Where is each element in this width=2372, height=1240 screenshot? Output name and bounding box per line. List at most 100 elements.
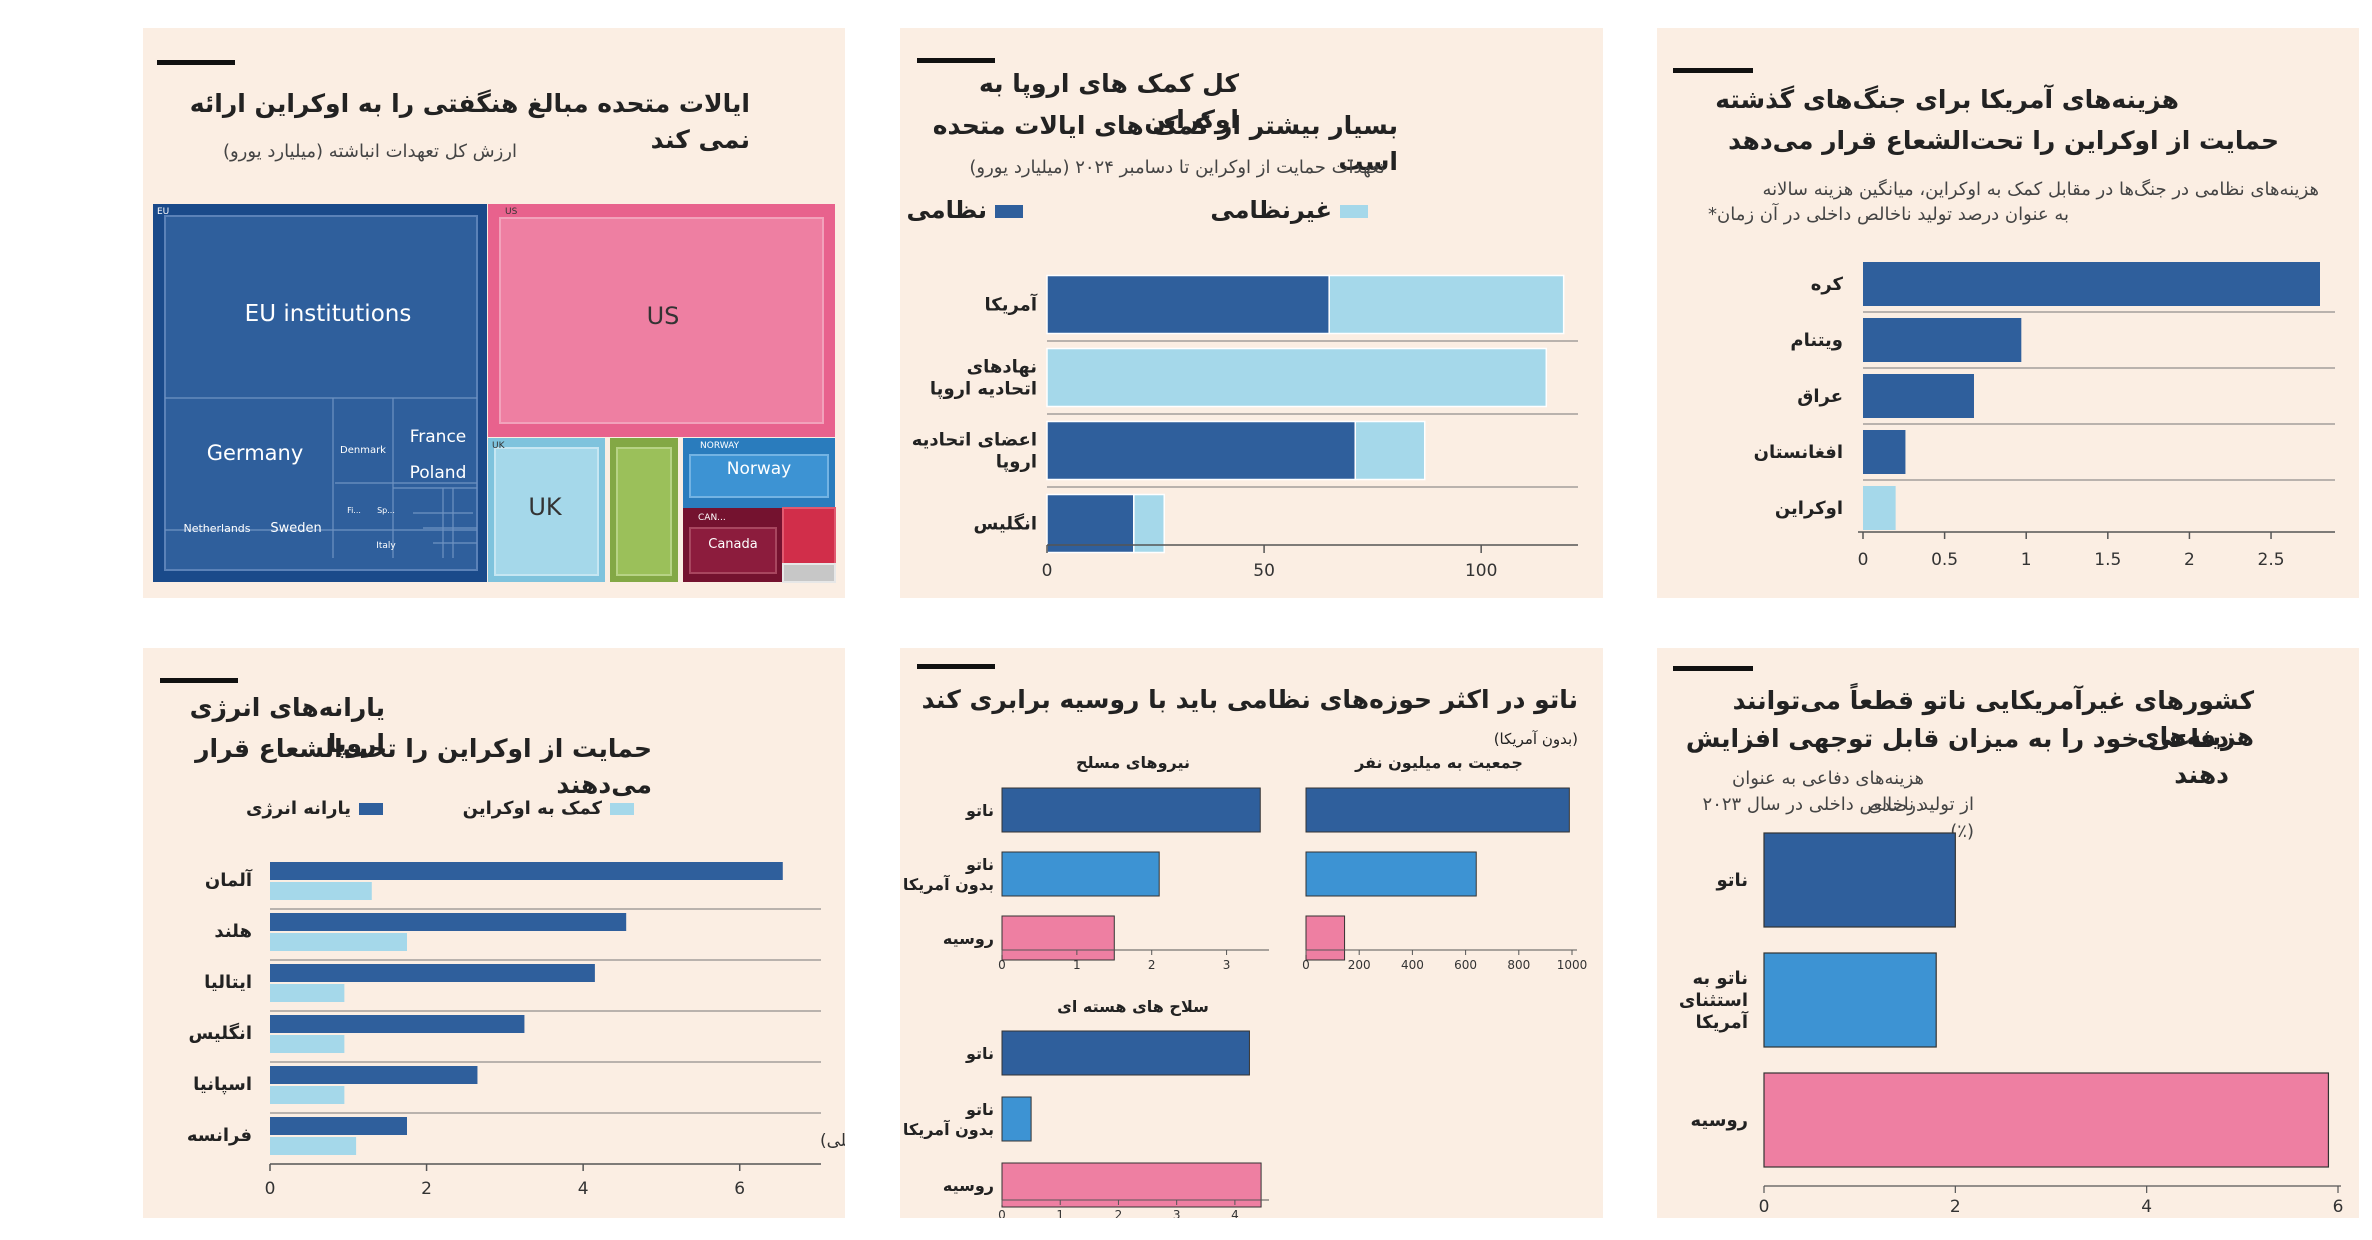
bar — [1001, 851, 1160, 897]
category-label: اسپانیا — [193, 1074, 252, 1095]
x-tick-label: 0 — [998, 1208, 1006, 1218]
bar-aid — [270, 882, 372, 900]
category-label: آلمان — [205, 868, 253, 891]
treemap-label: Sp... — [377, 506, 395, 515]
bar — [1001, 1096, 1032, 1142]
x-tick-label: 2 — [2184, 550, 2195, 570]
subchart-title: جمعیت به میلیون نفر — [1354, 753, 1523, 772]
treemap-label: Italy — [376, 541, 396, 551]
title-rule — [1673, 68, 1753, 73]
x-tick-label: 0 — [1759, 1197, 1770, 1217]
bar-military — [1046, 420, 1357, 481]
x-tick-label: 3 — [1223, 958, 1231, 972]
category-label: آمریکا — [985, 293, 1038, 316]
bar — [1863, 262, 2320, 306]
treemap-label: Norway — [727, 459, 792, 479]
category-label: ناتو به — [1692, 968, 1748, 989]
axis-title: تعهدات مالی (٪ تولید ناخالص داخلی) — [820, 1131, 845, 1151]
category-label: بدون آمریکا — [903, 1119, 994, 1139]
x-tick-label: 2 — [1115, 1208, 1123, 1218]
x-tick-label: 6 — [734, 1179, 745, 1199]
bar — [1863, 318, 2022, 362]
category-label: نهادهای — [967, 357, 1037, 378]
x-tick-label: 1 — [1073, 958, 1081, 972]
x-tick-label: 100 — [1465, 561, 1497, 581]
category-label: روسیه — [943, 929, 994, 948]
bar — [1305, 787, 1570, 833]
treemap-cell-eu-institutions — [164, 215, 478, 571]
chart-title-line-1: کشورهای غیرآمریکایی ناتو قطعاً می‌توانند… — [1732, 686, 2254, 751]
bar-aid — [270, 933, 407, 951]
bar — [1763, 832, 1956, 928]
category-label: عراق — [1797, 386, 1843, 407]
x-tick-label: 2.5 — [2258, 550, 2285, 570]
bar-energy — [270, 1015, 525, 1033]
bar-energy — [270, 913, 627, 931]
bar-military — [1046, 493, 1135, 554]
chart-title-note: (بدون آمریکا) — [1493, 730, 1578, 748]
treemap-label: Canada — [708, 537, 757, 552]
treemap-group-label: NORWAY — [700, 441, 740, 451]
category-label: روسیه — [1690, 1110, 1748, 1131]
x-tick-label: 800 — [1507, 958, 1530, 972]
x-tick-label: 2 — [1950, 1197, 1961, 1217]
x-tick-label: 2 — [421, 1179, 432, 1199]
category-label: ناتو — [965, 1044, 994, 1063]
bar-aid — [270, 1086, 345, 1104]
bar — [1763, 952, 1937, 1048]
treemap-label: Sweden — [270, 521, 321, 536]
treemap-group-label: EU — [157, 207, 169, 217]
x-tick-label: 3 — [1173, 1208, 1181, 1218]
chart-subtitle: ارزش کل تعهدات انباشته (میلیارد یورو) — [222, 141, 517, 162]
legend-label: کمک به اوکراین — [462, 798, 602, 819]
chart-subtitle-line-1: هزینه‌های نظامی در جنگ‌ها در مقابل کمک ب… — [1762, 179, 2319, 200]
bar — [1863, 374, 1974, 418]
x-tick-label: 0 — [265, 1179, 276, 1199]
treemap-cell-us-inner — [499, 217, 824, 424]
x-tick-label: 50 — [1253, 561, 1275, 581]
treemap-group-label: UK — [492, 441, 506, 451]
x-tick-label: 1 — [1056, 1208, 1064, 1218]
bar-energy — [270, 1066, 478, 1084]
treemap-label: France — [410, 427, 467, 447]
category-label: اتحادیه اروپا — [930, 379, 1037, 400]
category-label: انگلیس — [188, 1022, 252, 1044]
bar-chart: آلمان هلند ایتالیا انگلیس اسپانیا فرانسه تعهدا… — [187, 862, 845, 1199]
x-tick-label: 200 — [1348, 958, 1371, 972]
chart-subtitle-line-2: به عنوان درصد تولید ناخالص داخلی در آن ز… — [1708, 204, 2069, 225]
treemap-label: Germany — [207, 441, 304, 465]
bar — [1763, 1072, 2330, 1168]
x-tick-label: 2 — [1148, 958, 1156, 972]
x-tick-label: 4 — [2141, 1197, 2152, 1217]
bar — [1001, 1030, 1250, 1076]
chart-title-line-1: یارانه‌های انرژی اروپا — [189, 693, 385, 758]
bar-aid — [270, 1035, 345, 1053]
treemap-cell-norway-inner — [689, 454, 829, 498]
bar — [1863, 486, 1896, 530]
defence-spending-panel: کشورهای غیرآمریکایی ناتو قطعاً می‌توانند… — [1657, 648, 2359, 1218]
eu-vs-us-panel: کل کمک های اروپا به اوکراین بسیار بیشتر … — [900, 28, 1603, 598]
bar-energy — [270, 964, 595, 982]
chart-subtitle: تعهدات حمایت از اوکراین تا دسامبر ۲۰۲۴ (… — [969, 157, 1385, 178]
title-rule — [917, 58, 995, 63]
treemap-cell-canada-inner — [689, 527, 777, 574]
treemap: EU EU institutions Germany France Poland Denm… — [153, 204, 836, 583]
bar — [1001, 787, 1261, 833]
bar-military — [1046, 274, 1330, 335]
x-tick-label: 1 — [2021, 550, 2032, 570]
category-label: ناتو — [965, 855, 994, 874]
legend-swatch — [610, 803, 634, 815]
legend-swatch — [995, 204, 1023, 218]
category-label: انگلیس — [973, 513, 1037, 535]
x-tick-label: 0 — [1042, 561, 1053, 581]
x-tick-label: 1000 — [1557, 958, 1588, 972]
category-label: ناتو — [965, 1100, 994, 1119]
legend-label: نظامی — [906, 196, 987, 224]
title-rule — [1673, 666, 1753, 671]
category-label: روسیه — [943, 1176, 994, 1195]
chart-title-line-2: دفاعی خود را به میزان قابل توجهی افزایش … — [1685, 724, 2229, 789]
category-label: استثنای — [1679, 990, 1748, 1011]
treemap-label: EU institutions — [245, 301, 412, 327]
chart-title-line-2: بسیار بیشتر از کمک های ایالات متحده است — [932, 111, 1398, 176]
